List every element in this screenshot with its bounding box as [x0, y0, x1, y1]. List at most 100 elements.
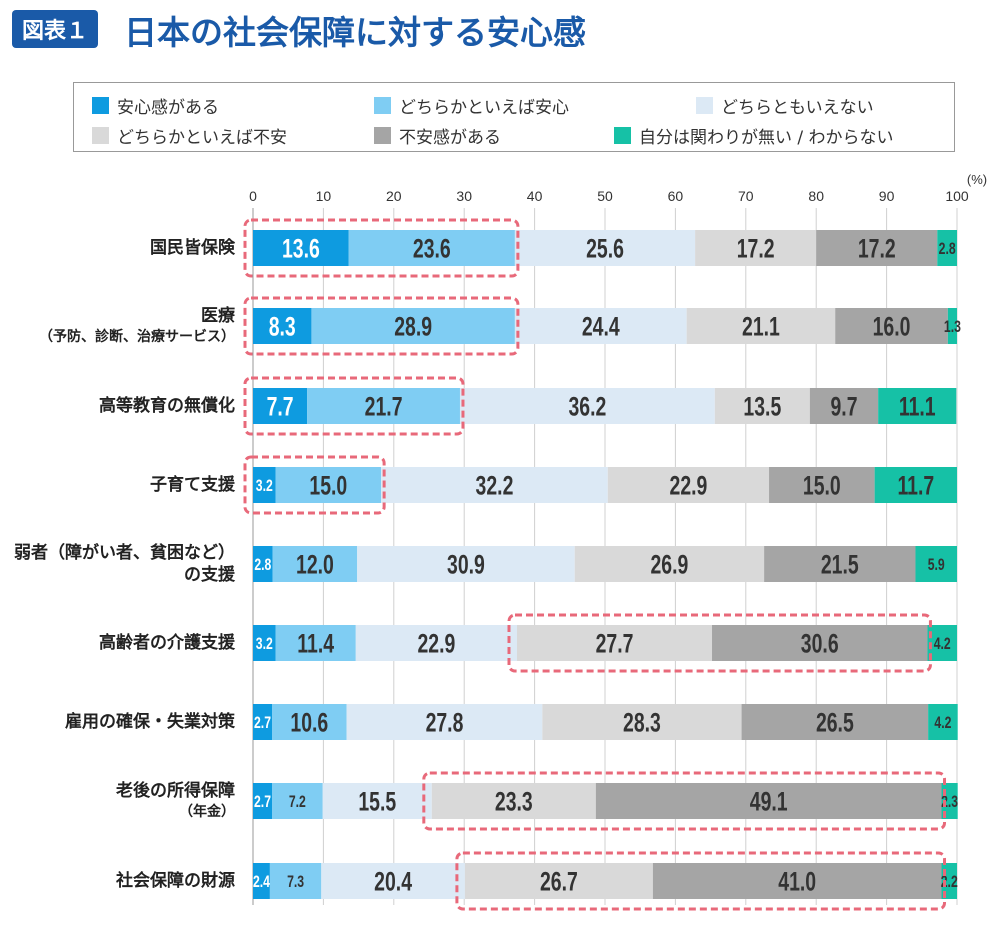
- bar-segment: [769, 467, 875, 503]
- tick-label: 70: [738, 188, 754, 204]
- legend-swatch: [374, 127, 391, 144]
- tick-label: 20: [386, 188, 402, 204]
- highlight-box: [422, 771, 947, 831]
- bar-segment: [253, 308, 312, 344]
- category-label-line: （年金）: [179, 804, 235, 820]
- highlight-box: [243, 296, 520, 356]
- data-label: 12.0: [296, 550, 334, 580]
- legend-swatch: [696, 97, 713, 114]
- tick-label: 60: [668, 188, 684, 204]
- bar-segment: [514, 230, 696, 266]
- bar-segment: [253, 783, 273, 819]
- category-label: 弱者（障がい者、貧困など） の支援: [14, 542, 235, 586]
- bar-segment: [253, 863, 270, 899]
- data-label: 30.9: [447, 550, 485, 580]
- data-label: 11.7: [897, 471, 934, 501]
- category-label-line: 高齢者の介護支援: [99, 633, 235, 653]
- bar-segment: [275, 467, 382, 503]
- data-label: 27.7: [596, 629, 634, 659]
- bar-segment: [348, 230, 515, 266]
- category-label: 子育て支援: [150, 474, 235, 496]
- category-label: 高等教育の無償化: [99, 395, 235, 417]
- data-label: 23.3: [495, 787, 533, 817]
- data-label: 2.8: [254, 556, 271, 574]
- category-label-line: 医療: [201, 306, 235, 326]
- chart-title: 日本の社会保障に対する安心感: [124, 13, 586, 52]
- bar-segment: [816, 230, 938, 266]
- data-label: 22.9: [417, 629, 455, 659]
- highlight-box: [243, 218, 520, 278]
- data-label: 7.3: [287, 873, 304, 891]
- bar-segment: [357, 546, 575, 582]
- bar-segment: [311, 308, 515, 344]
- bar-segment: [915, 546, 957, 582]
- legend-label: 不安感がある: [399, 128, 501, 148]
- legend-item: どちらともいえない: [696, 93, 874, 118]
- bar-segment: [431, 783, 596, 819]
- bar-segment: [381, 467, 608, 503]
- bar-segment: [275, 625, 356, 661]
- data-label: 3.2: [256, 635, 273, 653]
- category-label-line: の支援: [184, 565, 235, 585]
- legend-label: 自分は関わりが無い / わからない: [639, 128, 894, 148]
- data-label: 7.2: [289, 793, 306, 811]
- highlight-box: [455, 851, 947, 911]
- legend-swatch: [92, 97, 109, 114]
- legend-item: 自分は関わりが無い / わからない: [614, 123, 894, 148]
- tick-label: 100: [945, 188, 969, 204]
- bar-segment: [764, 546, 916, 582]
- bar-segment: [321, 863, 465, 899]
- data-label: 1.3: [944, 318, 961, 336]
- bar-segment: [272, 546, 358, 582]
- unit-label: (%): [967, 172, 987, 187]
- bar-segment: [346, 704, 543, 740]
- data-label: 15.0: [803, 471, 841, 501]
- bar-segment: [542, 704, 742, 740]
- bar-segment: [355, 625, 517, 661]
- bar-segment: [695, 230, 817, 266]
- highlight-box: [243, 376, 465, 436]
- bar-segment: [607, 467, 770, 503]
- data-label: 30.6: [801, 629, 839, 659]
- data-label: 24.4: [582, 312, 620, 342]
- category-label: 国民皆保険: [150, 237, 235, 259]
- legend-swatch: [92, 127, 109, 144]
- category-label: 雇用の確保・失業対策: [65, 711, 235, 733]
- bar-segment: [835, 308, 948, 344]
- legend-label: 安心感がある: [117, 98, 219, 118]
- data-label: 13.5: [743, 392, 781, 422]
- data-label: 21.7: [365, 392, 403, 422]
- category-label-line: 老後の所得保障: [116, 781, 235, 801]
- category-label-line: 高等教育の無償化: [99, 396, 235, 416]
- bar-segment: [927, 625, 957, 661]
- data-label: 17.2: [858, 234, 896, 264]
- data-label: 5.9: [928, 556, 945, 574]
- data-label: 26.9: [651, 550, 689, 580]
- data-label: 21.1: [742, 312, 780, 342]
- bar-segment: [514, 308, 687, 344]
- bar-segment: [269, 863, 322, 899]
- data-label: 7.7: [267, 392, 294, 422]
- legend-item: 不安感がある: [374, 123, 501, 148]
- data-label: 2.4: [253, 873, 271, 891]
- data-label: 28.9: [394, 312, 432, 342]
- data-label: 15.5: [358, 787, 396, 817]
- data-label: 11.1: [899, 392, 936, 422]
- data-label: 26.5: [816, 708, 854, 738]
- category-label-line: 子育て支援: [150, 475, 235, 495]
- data-label: 8.3: [269, 312, 296, 342]
- bar-segment: [712, 625, 928, 661]
- data-label: 32.2: [476, 471, 514, 501]
- category-label: 社会保障の財源: [116, 870, 235, 892]
- data-label: 49.1: [750, 787, 788, 817]
- data-label: 23.6: [413, 234, 451, 264]
- highlight-box: [243, 455, 386, 515]
- bar-segment: [464, 863, 653, 899]
- data-label: 28.3: [623, 708, 661, 738]
- tick-label: 50: [597, 188, 613, 204]
- legend-swatch: [374, 97, 391, 114]
- data-label: 16.0: [873, 312, 911, 342]
- legend-swatch: [614, 127, 631, 144]
